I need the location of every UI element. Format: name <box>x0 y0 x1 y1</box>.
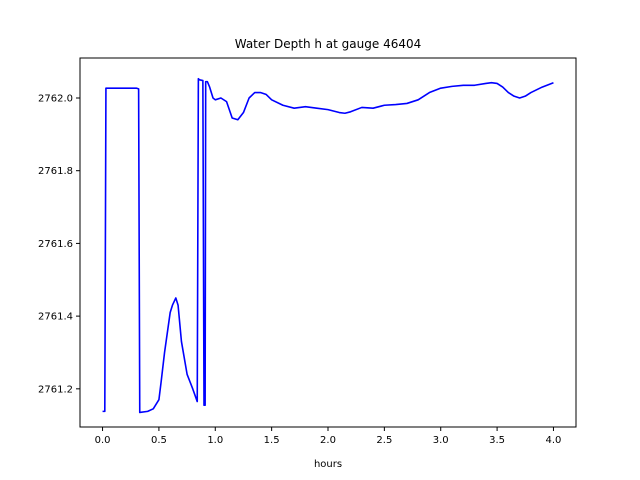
data-series <box>102 77 554 414</box>
x-tick-label: 1.5 <box>264 435 280 446</box>
plot-area <box>80 58 576 427</box>
y-tick-label: 2762.0 <box>38 93 73 104</box>
x-tick-label: 0.5 <box>151 435 167 446</box>
x-tick-label: 2.5 <box>376 435 392 446</box>
x-tick-label: 2.0 <box>320 435 336 446</box>
x-tick-label: 1.0 <box>207 435 223 446</box>
x-tick-label: 4.0 <box>546 435 562 446</box>
y-tick-label: 2761.8 <box>38 166 73 177</box>
x-tick-label: 3.0 <box>433 435 449 446</box>
y-tick-label: 2761.2 <box>38 384 73 395</box>
series-line <box>102 77 554 414</box>
plot-frame <box>79 57 577 428</box>
axis-ticks: 0.0 0.5 1.0 1.5 2.0 2.5 3.0 3.5 4.0 2761.2 2761.4 2… <box>38 93 561 446</box>
x-tick-label: 0.0 <box>95 435 111 446</box>
x-tick-label: 3.5 <box>489 435 505 446</box>
y-tick-label: 2761.6 <box>38 239 73 250</box>
chart-title: Water Depth h at gauge 46404 <box>235 37 422 51</box>
x-axis-title: hours <box>314 459 342 470</box>
y-tick-label: 2761.4 <box>38 312 73 323</box>
